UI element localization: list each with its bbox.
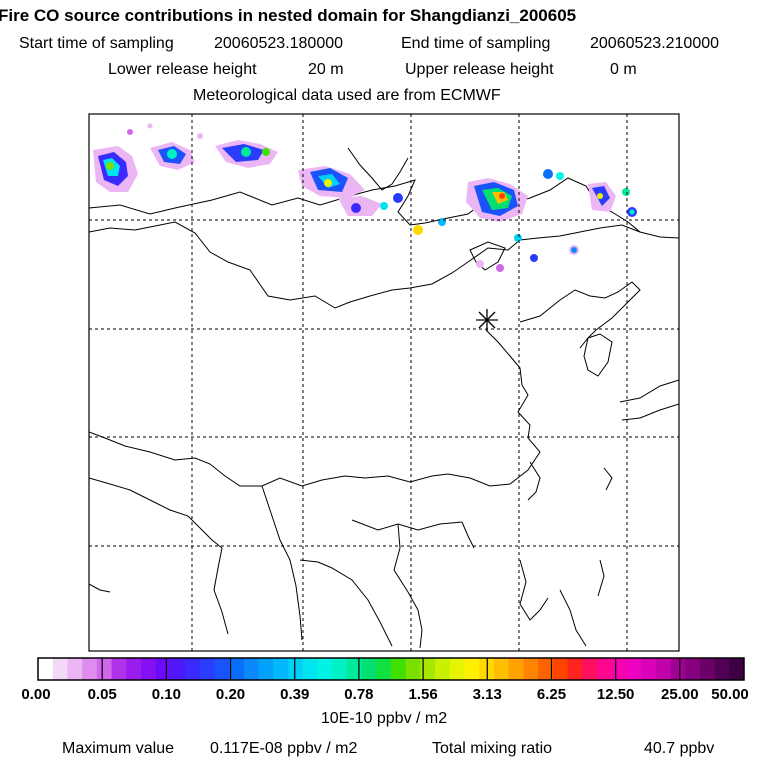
colorbar-cell [655, 658, 671, 680]
max-value: 0.117E-08 ppbv / m2 [210, 740, 358, 757]
colorbar-cell [361, 658, 377, 680]
colorbar-tick-label: 0.78 [344, 686, 374, 703]
colorbar-cell [582, 658, 598, 680]
colorbar-cell [685, 658, 701, 680]
colorbar-cell [641, 658, 657, 680]
colorbar-tick-label: 0.20 [215, 686, 246, 703]
colorbar-cell [273, 658, 289, 680]
colorbar-tick-label: 25.00 [661, 686, 699, 703]
map-content [89, 114, 679, 651]
colorbar-cell [508, 658, 524, 680]
map-frame [88, 113, 680, 652]
graticule [89, 114, 679, 651]
plume-patches [93, 123, 637, 272]
colorbar-cell [714, 658, 730, 680]
colorbar-cell [82, 658, 98, 680]
colorbar-cell [52, 658, 68, 680]
colorbar-cell [420, 658, 436, 680]
colorbar-cell [96, 658, 113, 680]
colorbar-cell [523, 658, 539, 680]
colorbar-cell [38, 658, 54, 680]
total-mixing-value: 40.7 ppbv [644, 740, 715, 757]
colorbar-cell [332, 658, 348, 680]
lower-height-label: Lower release height [108, 61, 257, 78]
colorbar-tick-label: 0.39 [280, 686, 310, 703]
colorbar-cell [552, 658, 568, 680]
colorbar-cell [111, 658, 127, 680]
colorbar-cell [317, 658, 333, 680]
colorbar-cell [699, 658, 716, 680]
colorbar-tick-label: 50.00 [711, 686, 749, 703]
colorbar-cell [140, 658, 157, 680]
colorbar-cell [538, 658, 554, 680]
met-data-line: Meteorological data used are from ECMWF [193, 87, 501, 104]
colorbar-cell [596, 658, 613, 680]
colorbar-cell [464, 658, 480, 680]
colorbar-cell [288, 658, 304, 680]
colorbar-frame [37, 657, 745, 681]
colorbar-cell [567, 658, 583, 680]
upper-height-label: Upper release height [405, 61, 554, 78]
colorbar-tick-label: 0.00 [21, 686, 51, 703]
colorbar-cell [258, 658, 274, 680]
colorbar-tick-label: 6.25 [536, 686, 567, 703]
country-borders [89, 147, 679, 649]
colorbar-cell [126, 658, 142, 680]
colorbar-cell [626, 658, 642, 680]
plot-title: Fire CO source contributions in nested d… [0, 6, 577, 25]
colorbar-cell [346, 658, 363, 680]
colorbar-cell [243, 658, 260, 680]
colorbar-cell [229, 658, 245, 680]
colorbar-cell [67, 658, 83, 680]
colorbar-cell [729, 658, 745, 680]
upper-height-value: 0 m [610, 61, 637, 78]
colorbar-cell [449, 658, 466, 680]
colorbar-cell [376, 658, 392, 680]
colorbar-tick-label: 0.05 [87, 686, 117, 703]
start-time-value: 20060523.180000 [214, 35, 344, 52]
end-time-label: End time of sampling [401, 35, 551, 52]
units-label: 10E-10 ppbv / m2 [320, 710, 448, 727]
colorbar-cell [185, 658, 201, 680]
lower-height-value: 20 m [308, 61, 344, 78]
colorbar-cell [670, 658, 686, 680]
colorbar-cell [435, 658, 451, 680]
colorbar-tick-label: 3.13 [472, 686, 502, 703]
colorbar-cell [611, 658, 627, 680]
asterisk-icon [476, 309, 498, 331]
colorbar-cell [493, 658, 510, 680]
colorbar-cell [214, 658, 230, 680]
colorbar-cell [302, 658, 318, 680]
colorbar-tick-label: 12.50 [596, 686, 635, 703]
start-time-label: Start time of sampling [19, 35, 174, 52]
colorbar-cell [199, 658, 215, 680]
colorbar [38, 658, 745, 680]
max-value-label: Maximum value [62, 740, 175, 757]
end-time-value: 20060523.210000 [590, 35, 720, 52]
total-mixing-label: Total mixing ratio [432, 740, 553, 757]
colorbar-cell [155, 658, 171, 680]
colorbar-tick-label: 0.10 [151, 686, 181, 703]
colorbar-cell [405, 658, 421, 680]
colorbar-cell [170, 658, 186, 680]
colorbar-cell [391, 658, 407, 680]
colorbar-tick-label: 1.56 [408, 686, 438, 703]
